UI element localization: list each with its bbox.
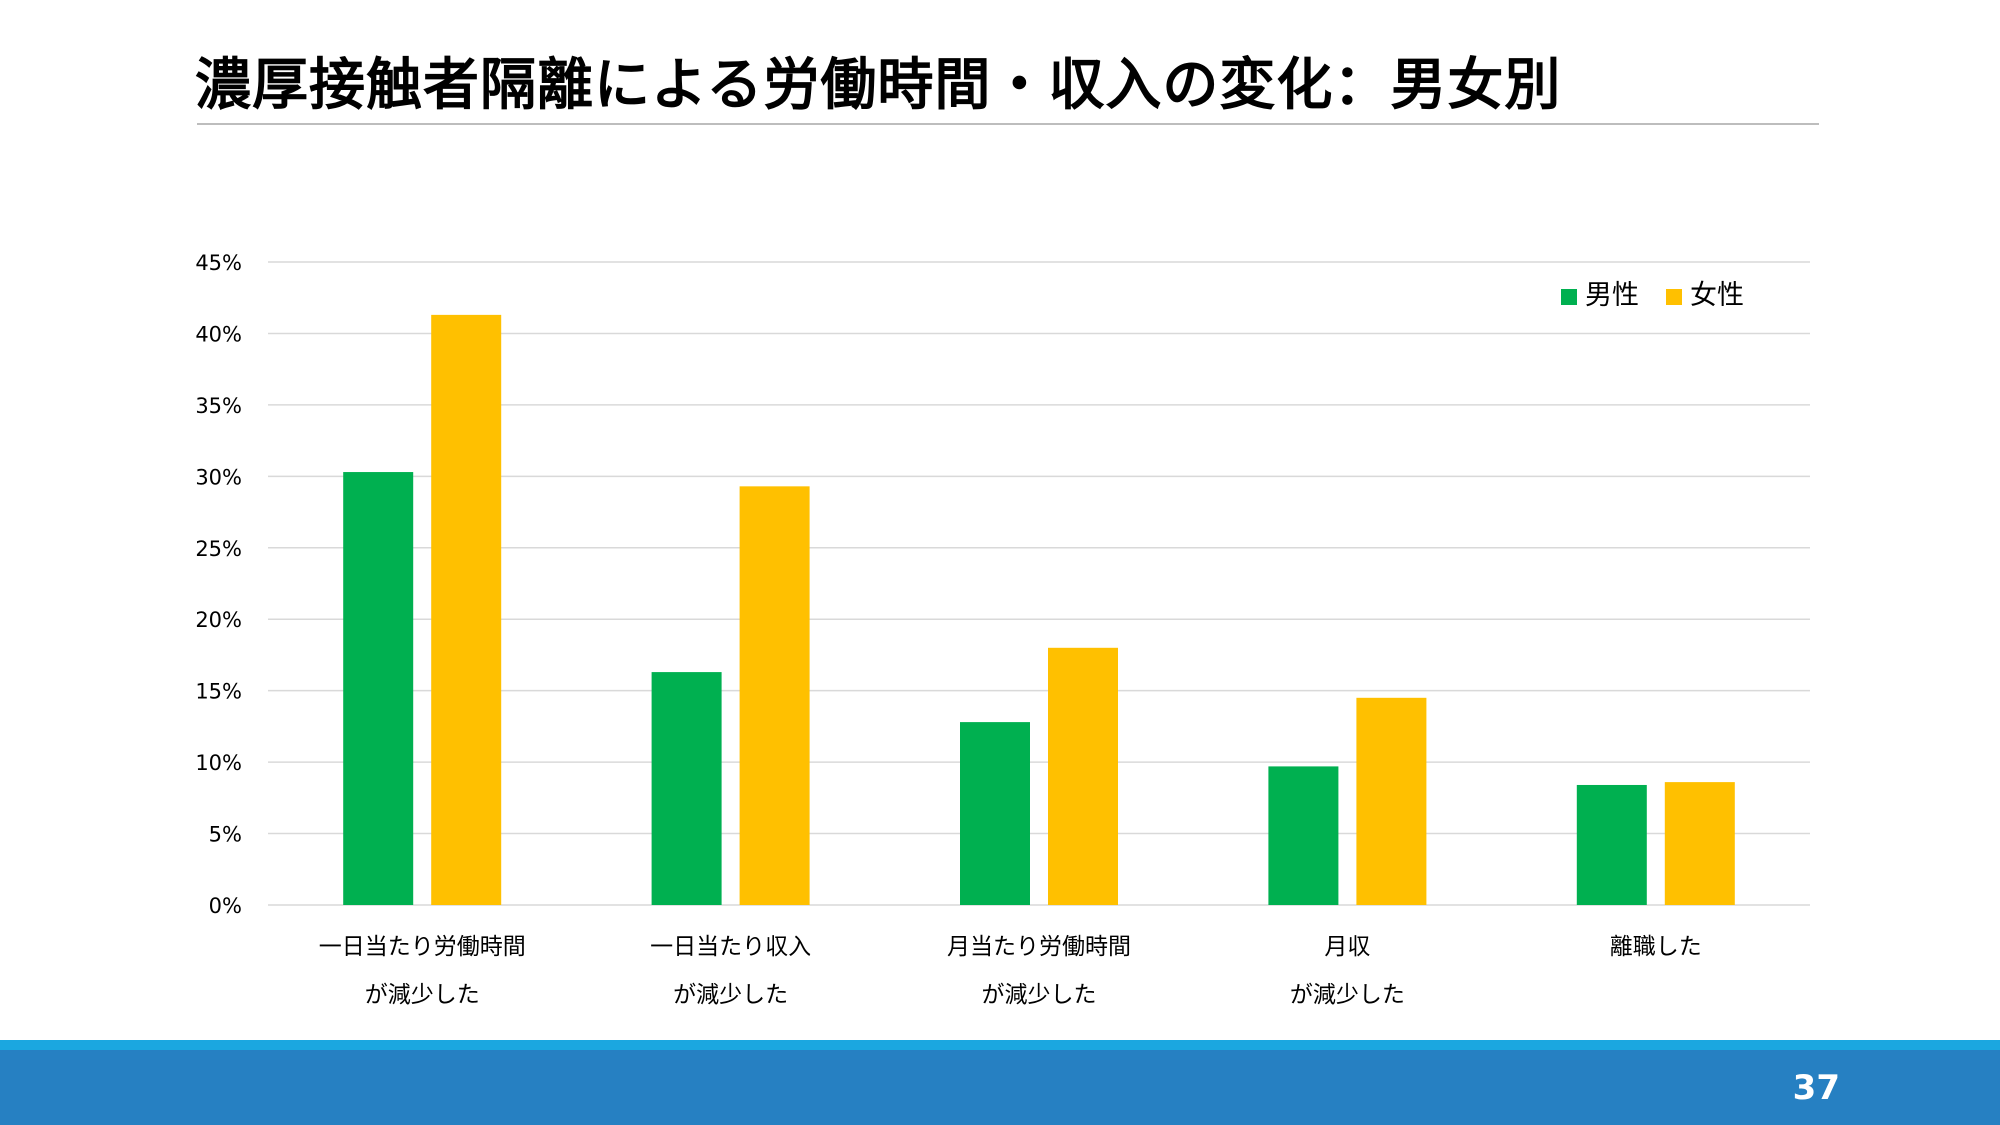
gridlines: [268, 261, 1810, 906]
bar-male: [1268, 766, 1339, 905]
x-category-label: 一日当たり労働時間: [319, 934, 526, 960]
page-number: 37: [1792, 1068, 1840, 1108]
footer-bar: [0, 1050, 2000, 1125]
bar-chart: 0%5%10%15%20%25%30%35%40%45% 一日当たり労働時間が減…: [195, 251, 1810, 1008]
y-tick-label: 45%: [195, 251, 242, 275]
y-tick-label: 5%: [209, 823, 242, 847]
y-tick-label: 0%: [209, 894, 242, 918]
y-tick-label: 15%: [195, 680, 242, 704]
legend: 男性 女性: [1561, 280, 1744, 311]
bar-female: [739, 486, 810, 905]
bar-female: [1356, 697, 1427, 905]
legend-swatch-female: [1666, 289, 1682, 305]
x-category-label: が減少した: [365, 982, 480, 1008]
x-category-label: が減少した: [673, 982, 788, 1008]
y-tick-label: 20%: [195, 608, 242, 632]
x-category-label: 月収: [1324, 934, 1370, 960]
bar-male: [1576, 784, 1647, 905]
y-tick-label: 30%: [195, 465, 242, 489]
x-axis-category-labels: 一日当たり労働時間が減少した一日当たり収入が減少した月当たり労働時間が減少した月…: [319, 934, 1702, 1008]
x-category-label: が減少した: [1290, 982, 1405, 1008]
bars: [343, 314, 1735, 905]
y-tick-label: 25%: [195, 537, 242, 561]
legend-swatch-male: [1561, 289, 1577, 305]
y-tick-label: 35%: [195, 394, 242, 418]
bar-female: [1664, 782, 1735, 905]
x-category-label: 月当たり労働時間: [947, 934, 1131, 960]
slide-title: 濃厚接触者隔離による労働時間・収入の変化：男女別: [195, 53, 1562, 118]
title-divider: [197, 123, 1819, 125]
x-category-label: 一日当たり収入: [650, 934, 811, 960]
bar-female: [431, 314, 502, 905]
legend-label-female: 女性: [1690, 280, 1744, 311]
y-axis-tick-labels: 0% 5% 10% 15% 20% 25% 30% 35% 40% 45%: [195, 251, 242, 918]
x-category-label: 離職した: [1610, 934, 1702, 960]
footer-accent-stripe: [0, 1040, 2000, 1050]
bar-male: [960, 722, 1030, 905]
legend-label-male: 男性: [1585, 280, 1639, 311]
bar-female: [1048, 647, 1118, 905]
y-tick-label: 10%: [195, 751, 242, 775]
bar-male: [343, 472, 414, 905]
x-category-label: が減少した: [982, 982, 1097, 1008]
y-tick-label: 40%: [195, 322, 242, 346]
bar-male: [651, 672, 722, 905]
